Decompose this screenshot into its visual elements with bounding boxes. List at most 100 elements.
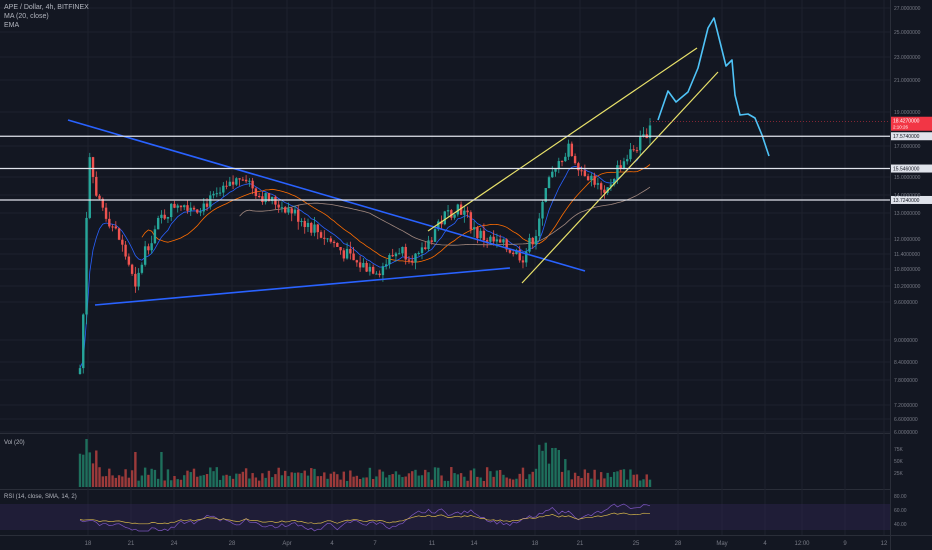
level-price-tag <box>891 195 932 204</box>
volume-bar <box>183 475 186 487</box>
candle-body <box>284 207 287 213</box>
volume-bar <box>567 470 570 487</box>
candle-body <box>127 256 131 265</box>
volume-bar <box>502 474 505 487</box>
symbol-title: APE / Dollar, 4h, BITFINEX <box>4 4 89 11</box>
price-tick-label: 13.0000000 <box>894 211 921 217</box>
wedge-lower-line[interactable] <box>521 71 719 284</box>
volume-bar <box>121 476 124 487</box>
candle-body <box>580 170 583 172</box>
volume-bar <box>137 480 140 487</box>
ascending-support-trendline[interactable] <box>94 267 511 306</box>
volume-bar <box>104 476 108 487</box>
volume-bar <box>394 471 398 487</box>
volume-bar <box>544 442 547 487</box>
pane-divider <box>0 489 890 490</box>
volume-bar <box>515 478 518 487</box>
price-tick-label: 12.0000000 <box>894 237 921 243</box>
volume-tick-label: 25K <box>894 471 904 477</box>
price-tick-label: 6.0000000 <box>894 430 918 436</box>
volume-bar <box>293 472 297 487</box>
candle-body <box>642 134 645 137</box>
price-tick-label: 7.2000000 <box>894 403 918 409</box>
volume-bar <box>642 479 645 487</box>
volume-bar <box>218 479 222 487</box>
candle-body <box>466 210 469 213</box>
price-axis-border <box>890 0 891 550</box>
volume-bar <box>345 480 349 487</box>
rsi-label: RSI (14, close, SMA, 14, 2) <box>4 494 77 500</box>
price-tick-label: 19.0000000 <box>894 110 921 116</box>
candle-body <box>541 201 544 219</box>
volume-bar <box>388 474 391 487</box>
volume-bar <box>215 467 218 487</box>
candle-body <box>114 226 118 229</box>
volume-tick-label: 50K <box>894 459 904 465</box>
pane-divider <box>0 433 890 434</box>
volume-bar <box>609 476 613 487</box>
volume-bar <box>466 480 469 487</box>
forecast-path[interactable] <box>657 17 770 157</box>
candle-body <box>267 193 271 201</box>
candle-body <box>199 211 202 213</box>
candle-body <box>551 171 554 178</box>
price-tick-label: 25.0000000 <box>894 30 921 36</box>
time-tick-label: 18 <box>85 541 92 547</box>
candle-body <box>508 249 512 253</box>
candle-body <box>349 248 352 254</box>
descending-resistance-trendline[interactable] <box>67 119 586 272</box>
candle-body <box>459 204 463 215</box>
volume-bar <box>284 470 287 487</box>
time-tick-label: 28 <box>675 541 682 547</box>
axis-labels: 27.0000000 25.0000000 23.0000000 21.0000000… <box>85 6 921 547</box>
candle-body <box>502 239 505 243</box>
volume-bar <box>482 480 486 487</box>
candle-body <box>456 204 460 215</box>
volume-bar <box>192 468 196 487</box>
candle-body <box>498 239 502 243</box>
volume-bar <box>156 478 160 487</box>
volume-bar <box>365 477 368 487</box>
candle-body <box>622 161 626 169</box>
candle-body <box>619 165 622 169</box>
volume-bar <box>453 473 456 487</box>
candle-body <box>495 239 499 242</box>
volume-bar <box>534 468 538 487</box>
volume-bar <box>512 479 515 487</box>
volume-bar <box>629 469 632 487</box>
candle-body <box>156 217 160 230</box>
candle-body <box>244 179 248 182</box>
volume-bar <box>241 471 245 487</box>
volume-bar <box>368 467 372 487</box>
volume-bar <box>541 450 544 487</box>
candle-body <box>134 273 137 287</box>
candle-body <box>163 214 166 219</box>
candle-body <box>531 237 534 245</box>
volume-bar <box>384 477 388 487</box>
volume-bar <box>173 476 176 487</box>
candle-body <box>577 163 580 171</box>
volume-bar <box>336 474 339 487</box>
volume-bar <box>202 475 205 487</box>
volume-bar <box>352 476 355 487</box>
candle-body <box>414 253 417 263</box>
volume-bar <box>225 474 228 487</box>
volume-bar <box>277 467 280 487</box>
candle-body <box>433 229 437 242</box>
horizontal-levels[interactable]: 17.5740000 15.5460000 13.7240000 18.4270000… <box>0 116 932 204</box>
volume-bar <box>95 450 98 487</box>
volume-bar <box>456 474 460 487</box>
price-tick-label: 6.6000000 <box>894 417 918 423</box>
candle-body <box>88 157 91 218</box>
volume-bar <box>547 463 551 487</box>
wedge-upper-line[interactable] <box>427 47 698 232</box>
candle-body <box>362 262 365 268</box>
candle-body <box>143 246 147 265</box>
candle-body <box>417 252 420 254</box>
volume-bar <box>485 467 489 487</box>
candle-body <box>153 229 157 244</box>
volume-bar <box>117 475 121 487</box>
candle-body <box>329 238 332 242</box>
candle-body <box>235 178 238 185</box>
